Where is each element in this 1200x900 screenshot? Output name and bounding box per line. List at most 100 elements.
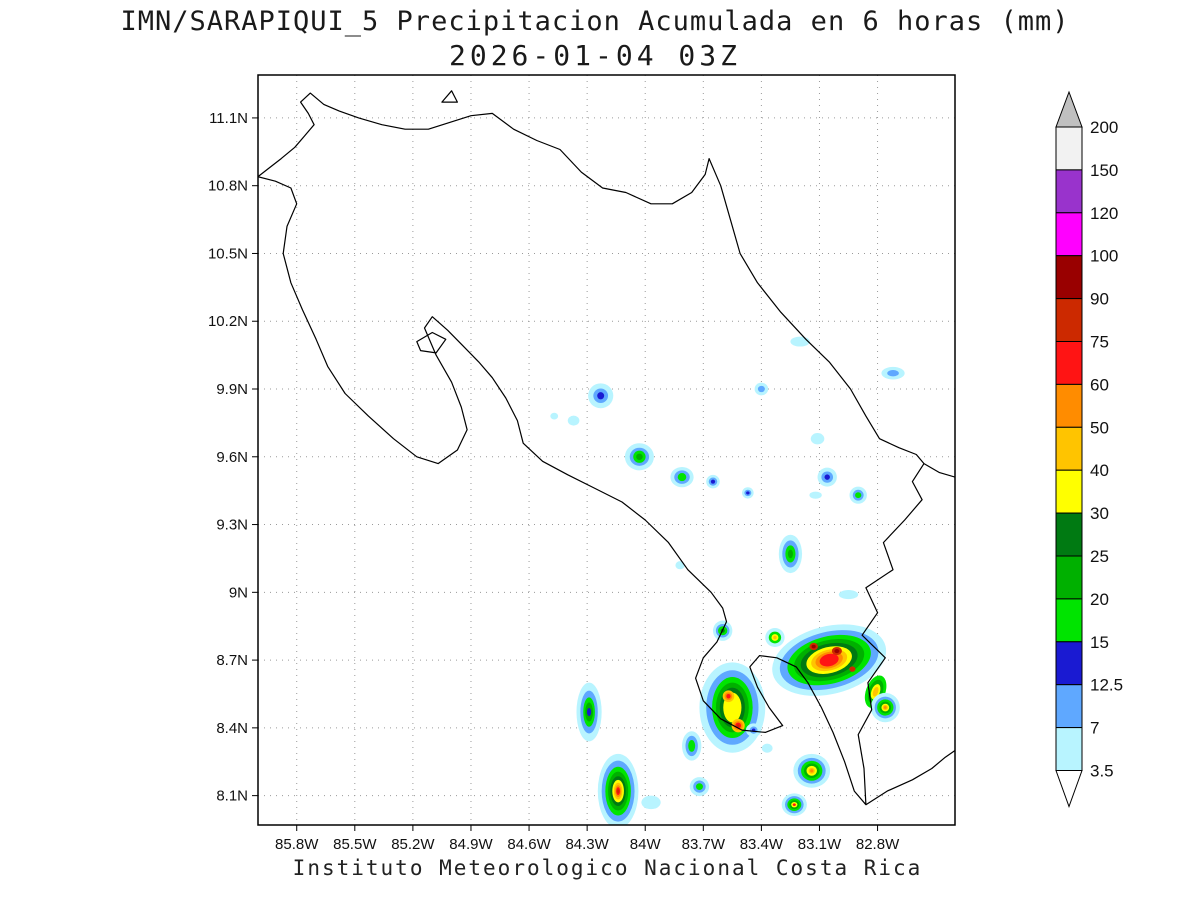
colorbar: 200 150 120 100 90 75 60 50 40 30 25 20 15 12.5 7 3.5 xyxy=(1055,90,1123,808)
precip-contour xyxy=(773,635,777,640)
colorbar-label: 30 xyxy=(1090,504,1109,523)
precip-cell xyxy=(810,433,825,445)
precip-contour xyxy=(855,492,862,499)
colorbar-label: 12.5 xyxy=(1090,676,1123,695)
precip-contour xyxy=(849,666,856,672)
x-tick-label: 84.6W xyxy=(507,836,551,853)
x-tick-label: 83.1W xyxy=(798,836,842,853)
coastline-chira-island xyxy=(416,331,447,354)
colorbar-label: 75 xyxy=(1090,333,1109,352)
precip-contour xyxy=(695,783,703,790)
precip-cell xyxy=(682,731,702,761)
colorbar-segment xyxy=(1055,469,1083,514)
map-gridlines xyxy=(258,75,955,825)
precip-cell xyxy=(761,743,773,753)
precip-contour xyxy=(617,789,620,794)
precip-contour xyxy=(810,769,814,773)
precip-contour xyxy=(792,803,796,807)
y-tick-label: 11.1N xyxy=(209,110,248,127)
colorbar-segment xyxy=(1055,298,1083,343)
precip-cell xyxy=(576,682,602,742)
colorbar-label: 25 xyxy=(1090,547,1109,566)
precip-cell xyxy=(772,624,887,696)
x-tick-label: 82.8W xyxy=(856,836,900,853)
colorbar-under-arrow xyxy=(1055,770,1083,808)
precip-contour xyxy=(641,795,661,810)
precip-cell xyxy=(809,491,822,499)
precip-cell xyxy=(742,487,754,499)
precip-cell xyxy=(849,486,867,504)
colorbar-label: 50 xyxy=(1090,418,1109,437)
x-tick-label: 85.5W xyxy=(333,836,377,853)
y-tick-label: 8.1N xyxy=(216,788,248,805)
colorbar-segment xyxy=(1055,212,1083,257)
colorbar-label: 7 xyxy=(1090,719,1099,738)
precip-cell xyxy=(567,415,580,426)
coastline-north-border-and-caribbean-coast xyxy=(258,92,955,478)
colorbar-label: 90 xyxy=(1090,290,1109,309)
precip-contour xyxy=(746,491,750,495)
precip-contour xyxy=(761,743,773,753)
precip-contour xyxy=(834,649,840,654)
axes: 11.1N 10.8N 10.5N 10.2N 9.9N 9.6N 9.3N 9N 8.7N 8.… xyxy=(208,110,900,853)
chart-title-line2: 2026-01-04 03Z xyxy=(448,39,741,72)
precip-contour xyxy=(824,474,830,480)
precip-contour xyxy=(819,653,839,667)
colorbar-segment xyxy=(1055,598,1083,643)
y-tick-label: 9.9N xyxy=(216,381,248,398)
colorbar-segment xyxy=(1055,126,1083,171)
precip-contour xyxy=(887,370,899,377)
precip-cell xyxy=(641,795,661,810)
precip-cell xyxy=(881,366,905,380)
colorbar-label: 100 xyxy=(1090,247,1118,266)
colorbar-label: 150 xyxy=(1090,161,1118,180)
colorbar-segment xyxy=(1055,555,1083,600)
colorbar-label: 200 xyxy=(1090,118,1118,137)
coastline-panama-pacific-coast-east xyxy=(865,750,955,806)
precip-contour xyxy=(586,707,592,717)
precip-cell xyxy=(675,561,685,570)
x-tick-label: 84W xyxy=(630,836,662,853)
colorbar-label: 15 xyxy=(1090,633,1109,652)
colorbar-segment xyxy=(1055,383,1083,428)
precip-cell xyxy=(781,793,807,816)
precip-cell xyxy=(550,412,559,420)
precip-contour xyxy=(790,336,810,347)
colorbar-segment xyxy=(1055,512,1083,557)
colorbar-label: 20 xyxy=(1090,590,1109,609)
precip-cell xyxy=(838,590,859,600)
coastline-panama-border-and-pacific-coast xyxy=(258,176,925,806)
coastline-lake-island xyxy=(441,90,458,103)
precip-contour xyxy=(809,491,822,499)
precip-cell xyxy=(689,777,710,797)
colorbar-segment xyxy=(1055,255,1083,300)
x-tick-label: 85.2W xyxy=(391,836,435,853)
colorbar-label: 40 xyxy=(1090,461,1109,480)
colorbar-segment xyxy=(1055,641,1083,686)
x-tick-label: 84.3W xyxy=(565,836,609,853)
precip-contour xyxy=(811,644,816,649)
precip-cell xyxy=(624,443,654,471)
precip-contour xyxy=(675,561,685,570)
coastline xyxy=(258,90,955,806)
precip-cell xyxy=(809,642,818,651)
colorbar-segment xyxy=(1055,727,1083,771)
precip-contour xyxy=(567,415,580,426)
precip-cell xyxy=(588,383,614,409)
colorbar-label: 120 xyxy=(1090,204,1118,223)
x-tick-label: 83.4W xyxy=(740,836,784,853)
precip-contour xyxy=(787,549,793,559)
precip-cell xyxy=(870,692,900,723)
precip-cell xyxy=(849,666,856,672)
precip-cells xyxy=(550,336,905,825)
precip-contour xyxy=(736,724,740,727)
precip-contour xyxy=(677,473,687,482)
x-tick-label: 85.8W xyxy=(275,836,319,853)
precip-cell xyxy=(765,628,785,647)
precip-contour xyxy=(688,740,696,752)
precip-contour xyxy=(636,453,643,460)
precip-contour xyxy=(883,706,887,709)
colorbar-segment xyxy=(1055,341,1083,385)
